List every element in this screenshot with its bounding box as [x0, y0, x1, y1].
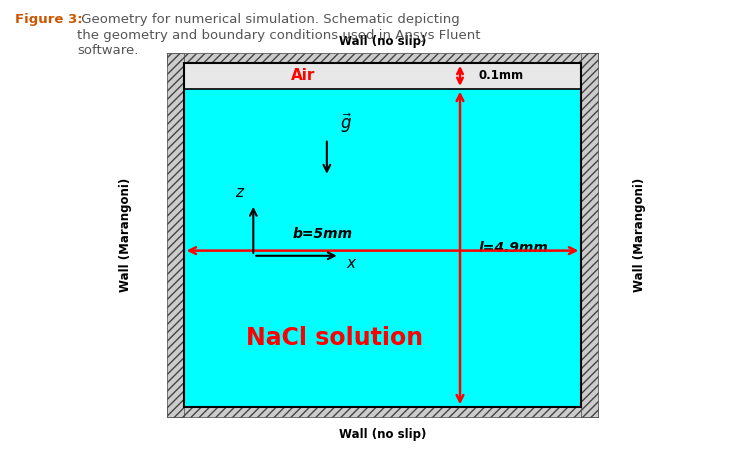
Text: Geometry for numerical simulation. Schematic depicting
the geometry and boundary: Geometry for numerical simulation. Schem…: [77, 14, 481, 57]
Text: NaCl solution: NaCl solution: [246, 326, 423, 351]
Text: $x$: $x$: [346, 256, 357, 271]
Text: 0.1mm: 0.1mm: [478, 69, 524, 82]
Text: Air: Air: [291, 68, 315, 83]
Text: Wall (no slip): Wall (no slip): [339, 35, 426, 48]
Text: Wall (no slip): Wall (no slip): [339, 428, 426, 441]
Bar: [167, 53, 598, 63]
Bar: [184, 89, 581, 407]
Text: b=5mm: b=5mm: [292, 227, 353, 241]
Text: l=4.9mm: l=4.9mm: [478, 241, 549, 255]
Text: Wall (Marangoni): Wall (Marangoni): [632, 178, 646, 292]
Text: Wall (Marangoni): Wall (Marangoni): [119, 178, 133, 292]
Bar: [167, 53, 184, 417]
Text: Figure 3:: Figure 3:: [15, 14, 82, 27]
Text: $\vec{g}$: $\vec{g}$: [340, 112, 352, 135]
Bar: [184, 63, 581, 89]
Bar: [167, 407, 598, 417]
Bar: [184, 63, 581, 407]
Bar: [581, 53, 598, 417]
Text: $z$: $z$: [235, 184, 245, 199]
